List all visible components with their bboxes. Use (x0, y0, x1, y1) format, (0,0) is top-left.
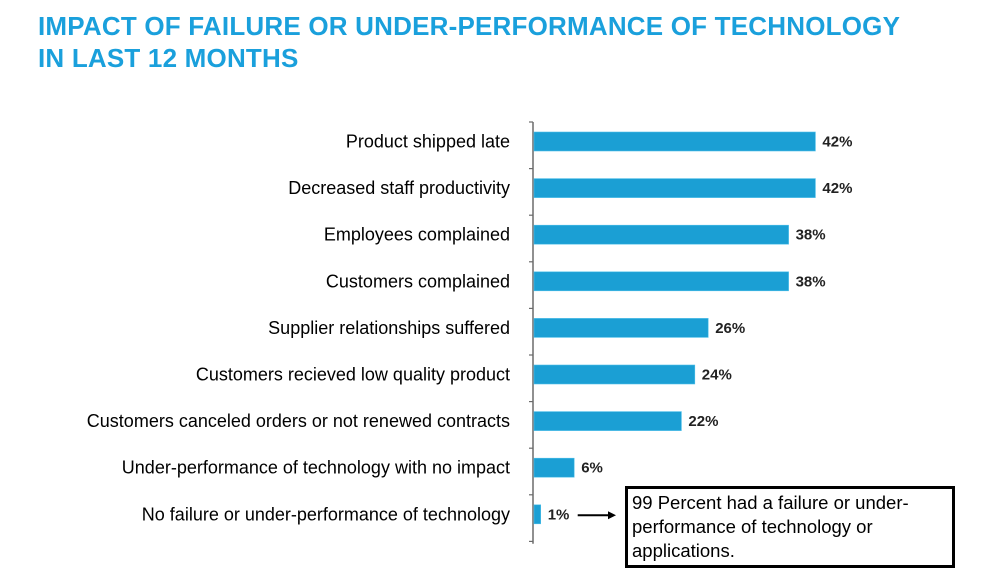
value-label-1: 42% (822, 134, 852, 151)
bar-1 (533, 131, 816, 152)
bar-3 (533, 224, 789, 245)
bar-8 (533, 457, 575, 478)
category-label-9: No failure or under-performance of techn… (142, 504, 510, 524)
chart-title-line-1: IMPACT OF FAILURE OR UNDER-PERFORMANCE O… (38, 11, 901, 41)
bar-2 (533, 178, 816, 198)
bar-6 (533, 364, 696, 385)
chart-title-line-2: IN LAST 12 MONTHS (38, 43, 299, 73)
value-label-9: 1% (548, 506, 570, 523)
value-label-3: 38% (796, 227, 826, 244)
category-label-3: Employees complained (324, 225, 510, 245)
callout-text: 99 Percent had a failure or under-perfor… (632, 492, 909, 561)
category-label-4: Customers complained (326, 271, 510, 291)
category-label-5: Supplier relationships suffered (268, 318, 510, 338)
value-label-5: 26% (715, 320, 745, 337)
category-label-8: Under-performance of technology with no … (122, 458, 510, 478)
category-label-1: Product shipped late (346, 132, 510, 152)
chart-title: IMPACT OF FAILURE OR UNDER-PERFORMANCE O… (38, 10, 978, 74)
bar-5 (533, 318, 709, 338)
callout-arrowhead-icon (608, 511, 616, 520)
category-label-6: Customers recieved low quality product (196, 365, 510, 385)
bar-4 (533, 271, 789, 292)
category-label-2: Decreased staff productivity (288, 178, 510, 198)
category-label-7: Customers canceled orders or not renewed… (87, 411, 510, 431)
value-label-4: 38% (796, 273, 826, 290)
value-label-2: 42% (822, 180, 852, 197)
callout-box: 99 Percent had a failure or under-perfor… (625, 486, 955, 568)
value-label-7: 22% (688, 413, 718, 430)
value-label-6: 24% (702, 367, 732, 384)
bar-7 (533, 411, 682, 431)
bar-9 (533, 504, 541, 525)
value-label-8: 6% (581, 460, 603, 477)
